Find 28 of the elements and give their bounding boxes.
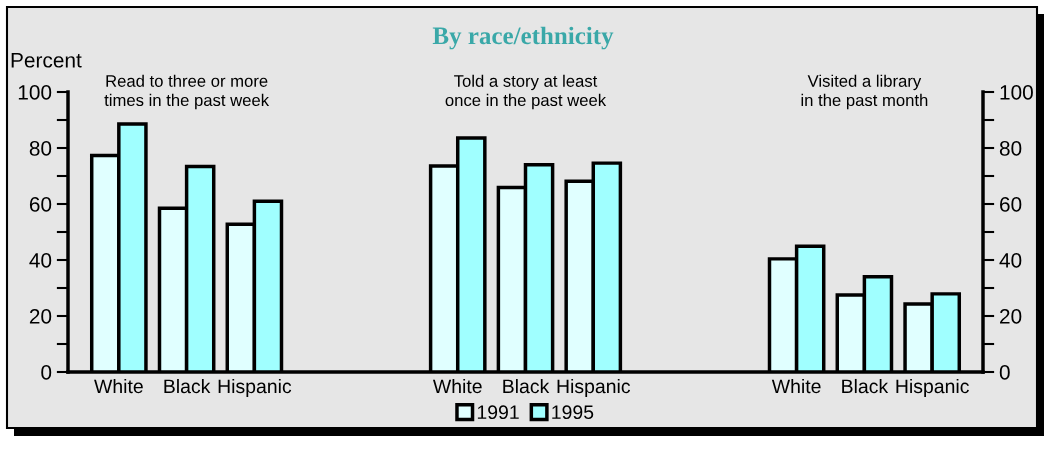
x-tick-label: White bbox=[94, 378, 143, 394]
y2-tick-label: 60 bbox=[1000, 197, 1022, 212]
legend-label: 1991 bbox=[477, 405, 519, 420]
y-tick-label: 100 bbox=[18, 85, 52, 100]
x-tick-label: Hispanic bbox=[896, 378, 969, 398]
annotation: Visited a library in the past month bbox=[801, 74, 928, 110]
x-tick-label: White bbox=[432, 378, 482, 394]
y2-tick-label: 20 bbox=[1000, 309, 1022, 324]
y-tick-label: 0 bbox=[41, 365, 52, 380]
y-axis-title: Percent bbox=[11, 53, 82, 68]
x-tick-label: Black bbox=[164, 378, 211, 394]
y-tick-label: 20 bbox=[29, 309, 52, 324]
x-tick-label: White bbox=[771, 378, 821, 394]
y2-tick-label: 40 bbox=[999, 253, 1022, 268]
y-tick-label: 60 bbox=[29, 197, 52, 212]
chart-title: By race/ethnicity bbox=[432, 26, 614, 50]
y-tick-label: 40 bbox=[29, 253, 52, 268]
x-tick-label: Black bbox=[842, 378, 889, 394]
legend-label: 1995 bbox=[552, 405, 594, 420]
x-tick-label: Hispanic bbox=[218, 378, 292, 398]
annotation: Told a story at least once in the past week bbox=[445, 74, 607, 110]
y2-tick-label: 100 bbox=[1000, 85, 1033, 100]
x-tick-label: Hispanic bbox=[557, 378, 631, 398]
annotation: Read to three or more times in the past week bbox=[104, 74, 270, 110]
y2-tick-label: 0 bbox=[999, 365, 1010, 380]
x-tick-label: Black bbox=[503, 378, 550, 394]
y2-tick-label: 80 bbox=[999, 141, 1022, 156]
y-tick-label: 80 bbox=[29, 141, 52, 156]
